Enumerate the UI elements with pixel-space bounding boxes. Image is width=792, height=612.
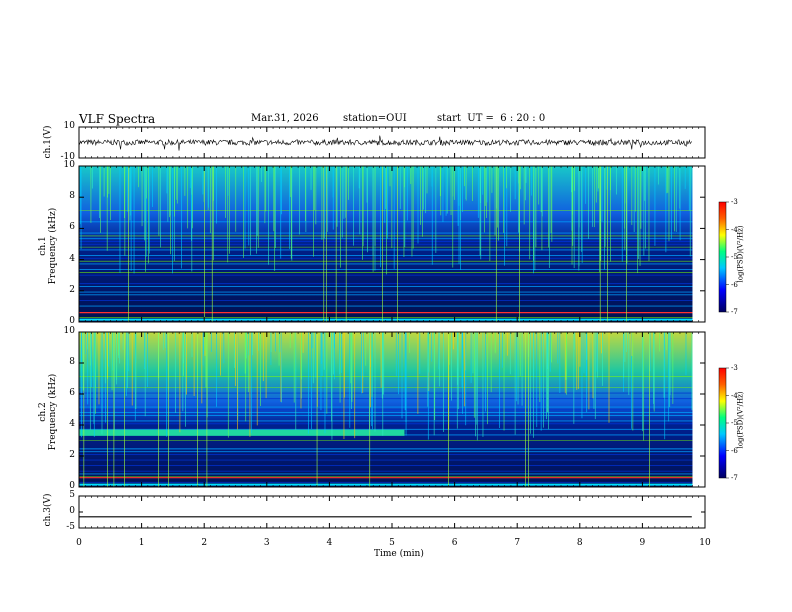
- ch2-spectrogram-ytick-label: 0: [69, 481, 75, 491]
- ch2-spectrogram-ytick-label: 10: [63, 326, 75, 336]
- ch2-spectrogram-cbtick-label: -7: [731, 474, 738, 482]
- ch3-waveform-ytick-label: 5: [69, 490, 75, 500]
- ch1-spectrogram-ytick-label: 4: [69, 253, 75, 264]
- ch1-spectrogram-ytick-label: 10: [63, 160, 75, 170]
- ch1-spectrogram-ytick-label: 8: [69, 191, 75, 202]
- ch1-spec-ylabel: ch.1 Frequency (kHz): [38, 207, 58, 285]
- ch2-spectrogram-cbtick-label: -4: [731, 391, 738, 400]
- station-label: station=OUI: [343, 113, 407, 124]
- ch1-spectrogram-ytick-label: 2: [69, 284, 75, 295]
- ch2-spectrogram-colorbar: [718, 367, 727, 479]
- start-time-label: start UT = 6 : 20 : 0: [437, 113, 546, 124]
- date-label: Mar.31, 2026: [251, 113, 319, 124]
- ch3-waveform-ytick-label: 0: [69, 506, 75, 516]
- ch1-spectrogram-ytick-label: 0: [69, 316, 75, 326]
- xtick-label: 2: [201, 538, 208, 548]
- ch3-wave-ylabel: ch.3(V): [43, 493, 53, 527]
- xtick-label: 8: [576, 538, 583, 548]
- ch1-waveform-trace: [78, 135, 693, 151]
- ch1-spectrogram-ytick-label: 6: [69, 222, 75, 233]
- ch2-spectrogram-ytick-label: 2: [69, 450, 75, 460]
- colorbar2-label: log(PSD)(V²/Hz): [736, 391, 745, 449]
- ch1-spectrogram-cbtick-label: -4: [731, 225, 738, 234]
- colorbar1-label: log(PSD)(V²/Hz): [736, 225, 745, 283]
- ch1-waveform-ytick-label: 10: [63, 121, 75, 131]
- xtick-label: 1: [138, 538, 145, 548]
- x-axis: [78, 127, 706, 528]
- ch1-spectrogram: [78, 165, 729, 323]
- x-axis-label: Time (min): [374, 549, 424, 559]
- ch2-spectrogram-ytick-label: 6: [69, 388, 75, 398]
- ch1-spectrogram-cbtick-label: -7: [731, 308, 738, 316]
- ch1-spectrogram-cbtick-label: -5: [731, 253, 738, 261]
- xtick-label: 7: [514, 538, 521, 548]
- xtick-label: 10: [699, 538, 711, 548]
- ch2-spectrogram-cbtick-label: -6: [731, 446, 738, 455]
- xtick-label: 6: [451, 538, 458, 548]
- ch1-spectrogram-colorbar: [718, 201, 727, 313]
- ch1-waveform-ytick-label: -10: [60, 152, 76, 162]
- xtick-label: 5: [389, 538, 395, 548]
- ch2-spec-ylabel: ch.2 Frequency (kHz): [38, 373, 58, 451]
- xtick-label: 9: [639, 538, 646, 548]
- ch1-spectrogram-cbtick-label: -6: [731, 280, 738, 289]
- xtick-label: 0: [76, 538, 82, 548]
- ch1-wave-ylabel: ch.1(V): [43, 125, 53, 159]
- plot-title: VLF Spectra: [79, 112, 156, 126]
- ch3-waveform-ytick-label: -5: [66, 522, 75, 532]
- xtick-label: 4: [326, 538, 333, 548]
- ch2-spectrogram-cbtick-label: -5: [731, 419, 738, 427]
- ch2-spectrogram-ytick-label: 8: [69, 357, 75, 367]
- xtick-label: 3: [263, 538, 270, 548]
- ch2-spectrogram-cw-band: [79, 429, 405, 436]
- ch2-spectrogram: [78, 331, 729, 488]
- ch2-spectrogram-cbtick-label: -3: [731, 364, 738, 372]
- ch2-spectrogram-ytick-label: 4: [69, 419, 75, 429]
- ch1-spectrogram-cbtick-label: -3: [731, 198, 738, 206]
